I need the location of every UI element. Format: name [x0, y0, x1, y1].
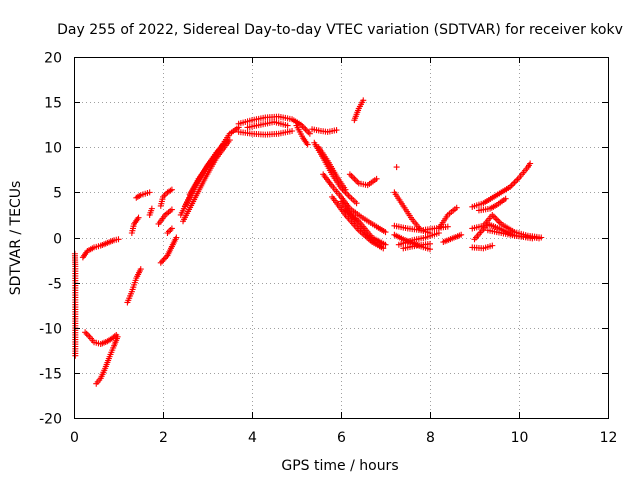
data-point-track-late — [475, 195, 509, 214]
data-point-track-late — [395, 229, 442, 248]
data-point-track-late — [400, 240, 433, 252]
y-tick-label: 0 — [53, 232, 62, 248]
y-tick-label: 5 — [53, 186, 62, 202]
data-point-track-arc-2 — [128, 214, 142, 236]
data-point-track-peak — [235, 128, 296, 138]
x-tick-label: 6 — [337, 430, 346, 446]
data-point-track-late — [469, 160, 534, 210]
data-point-track-late — [484, 227, 543, 242]
data-point-track-arc-2 — [157, 234, 180, 266]
data-point-track-falling — [346, 171, 380, 189]
data-point-track-arc-2 — [146, 205, 155, 218]
y-tick-label: 20 — [44, 51, 62, 67]
data-point-track-arc-2 — [164, 225, 175, 236]
y-tick-label: -20 — [39, 412, 62, 428]
y-tick-label: 15 — [44, 96, 62, 112]
x-tick-label: 2 — [159, 430, 168, 446]
data-point-track-peak — [244, 118, 291, 131]
data-point-track-late — [435, 204, 460, 232]
y-tick-label: -15 — [39, 367, 62, 383]
data-point-track-arc-1 — [82, 329, 120, 347]
y-tick-label: -10 — [39, 322, 62, 338]
data-point-track-peak — [309, 126, 340, 135]
axis-ticks: 0 2 4 6 8 10 12 -20 -15 -10 -5 0 5 10 15 20 — [39, 51, 617, 447]
x-tick-label: 4 — [248, 430, 257, 446]
data-point-track-late — [440, 231, 465, 246]
data-point-track-isolated-left-edge — [71, 250, 79, 359]
data-point-track-falling — [393, 164, 400, 171]
data-point-track-late — [469, 211, 545, 241]
data-point-track-peak — [235, 113, 313, 137]
data-point-track-rising-band — [180, 137, 233, 225]
x-tick-label: 0 — [70, 430, 79, 446]
data-point-track-rising-band — [186, 137, 231, 198]
y-tick-label: 10 — [44, 141, 62, 157]
data-point-track-arc-1 — [93, 333, 121, 387]
y-tick-label: -5 — [48, 277, 62, 293]
data-point-track-falling — [351, 97, 367, 124]
x-tick-label: 12 — [600, 430, 618, 446]
data-point-track-peak — [293, 122, 311, 148]
x-tick-label: 8 — [426, 430, 435, 446]
chart-title: Day 255 of 2022, Sidereal Day-to-day VTE… — [57, 22, 623, 38]
data-point-track-arc-2 — [133, 189, 153, 201]
x-tick-label: 10 — [511, 430, 529, 446]
data-point-track-late — [469, 242, 496, 252]
x-axis-label: GPS time / hours — [281, 458, 398, 474]
data-points — [71, 97, 545, 387]
y-axis-label: SDTVAR / TECUs — [8, 181, 24, 296]
data-point-track-arc-2 — [155, 206, 175, 227]
data-point-track-falling — [315, 144, 349, 193]
data-point-track-falling — [342, 207, 389, 248]
data-point-track-arc-1 — [79, 236, 122, 261]
data-point-track-arc-2 — [157, 186, 175, 209]
data-point-track-arc-2 — [124, 266, 144, 306]
data-point-track-falling — [320, 171, 389, 236]
